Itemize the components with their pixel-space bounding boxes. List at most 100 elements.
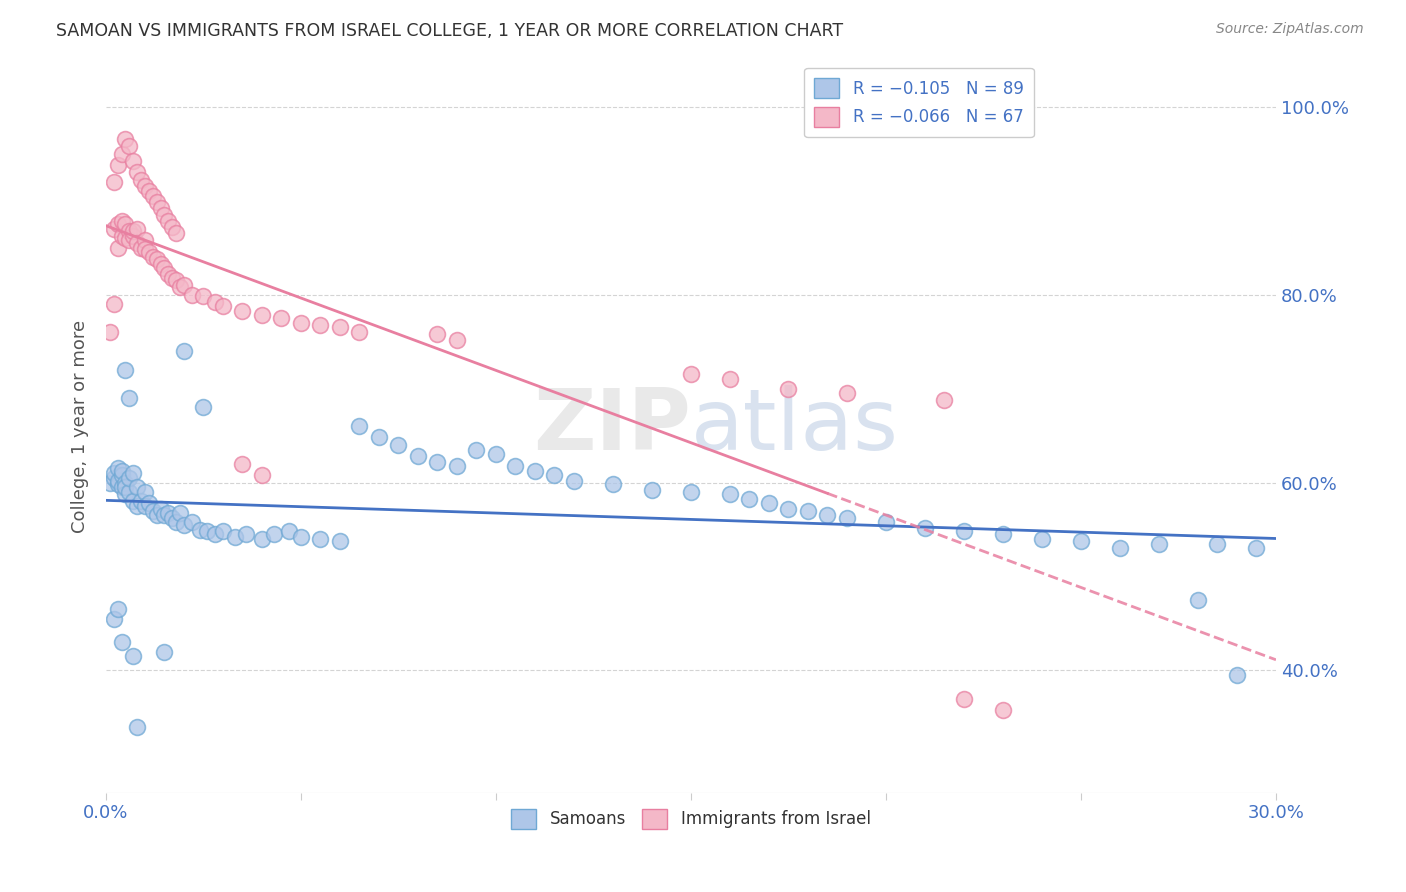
Point [160, 270, 183, 285]
Point [103, 471, 125, 485]
Point [212, 524, 235, 539]
Point [160, 219, 183, 234]
Point [107, 158, 129, 172]
Point [165, 227, 187, 241]
Point [107, 477, 129, 491]
Point [1226, 668, 1249, 682]
Point [212, 299, 235, 313]
Point [738, 492, 761, 507]
Point [485, 447, 508, 461]
Point [446, 458, 468, 473]
Point [138, 245, 160, 260]
Point [1187, 593, 1209, 607]
Point [127, 720, 149, 734]
Point [797, 504, 820, 518]
Point [127, 480, 149, 494]
Point [118, 233, 141, 247]
Point [103, 175, 125, 189]
Point [134, 484, 156, 499]
Point [679, 368, 702, 382]
Point [290, 530, 312, 544]
Point [204, 295, 226, 310]
Point [250, 532, 273, 546]
Point [180, 515, 202, 529]
Point [387, 438, 409, 452]
Point [107, 461, 129, 475]
Point [1206, 536, 1229, 550]
Point [165, 515, 187, 529]
Point [157, 267, 180, 281]
Point [114, 231, 136, 245]
Point [142, 189, 165, 203]
Point [195, 524, 218, 539]
Point [149, 258, 172, 272]
Point [153, 645, 176, 659]
Point [134, 233, 156, 247]
Point [114, 363, 136, 377]
Point [118, 471, 141, 485]
Point [349, 325, 371, 339]
Point [153, 261, 176, 276]
Point [231, 304, 253, 318]
Point [329, 320, 352, 334]
Point [149, 501, 172, 516]
Point [426, 455, 449, 469]
Point [110, 229, 132, 244]
Point [165, 273, 187, 287]
Point [173, 343, 195, 358]
Point [991, 527, 1014, 541]
Point [169, 280, 191, 294]
Point [110, 480, 132, 494]
Point [953, 524, 976, 539]
Point [1070, 533, 1092, 548]
Point [1031, 532, 1053, 546]
Point [523, 464, 546, 478]
Point [127, 235, 149, 250]
Point [875, 515, 897, 529]
Point [679, 484, 702, 499]
Point [114, 217, 136, 231]
Point [127, 499, 149, 513]
Point [173, 517, 195, 532]
Point [157, 214, 180, 228]
Point [991, 703, 1014, 717]
Point [110, 214, 132, 228]
Point [1147, 536, 1170, 550]
Point [110, 146, 132, 161]
Y-axis label: College, 1 year or more: College, 1 year or more [72, 319, 89, 533]
Point [118, 484, 141, 499]
Point [114, 132, 136, 146]
Point [406, 449, 429, 463]
Point [193, 401, 215, 415]
Point [114, 487, 136, 501]
Point [817, 508, 839, 523]
Point [153, 508, 176, 523]
Point [129, 494, 152, 508]
Point [465, 442, 488, 457]
Point [505, 458, 527, 473]
Point [157, 506, 180, 520]
Point [641, 483, 664, 497]
Point [122, 224, 145, 238]
Text: atlas: atlas [690, 384, 898, 467]
Point [118, 391, 141, 405]
Point [103, 612, 125, 626]
Point [1246, 541, 1268, 556]
Point [1109, 541, 1132, 556]
Text: ZIP: ZIP [533, 384, 690, 467]
Point [110, 464, 132, 478]
Point [122, 466, 145, 480]
Point [122, 494, 145, 508]
Point [122, 229, 145, 244]
Point [122, 154, 145, 169]
Point [543, 468, 565, 483]
Point [349, 419, 371, 434]
Point [129, 241, 152, 255]
Point [107, 474, 129, 488]
Point [107, 241, 129, 255]
Point [224, 530, 246, 544]
Point [134, 499, 156, 513]
Point [145, 195, 167, 210]
Point [138, 496, 160, 510]
Point [134, 179, 156, 194]
